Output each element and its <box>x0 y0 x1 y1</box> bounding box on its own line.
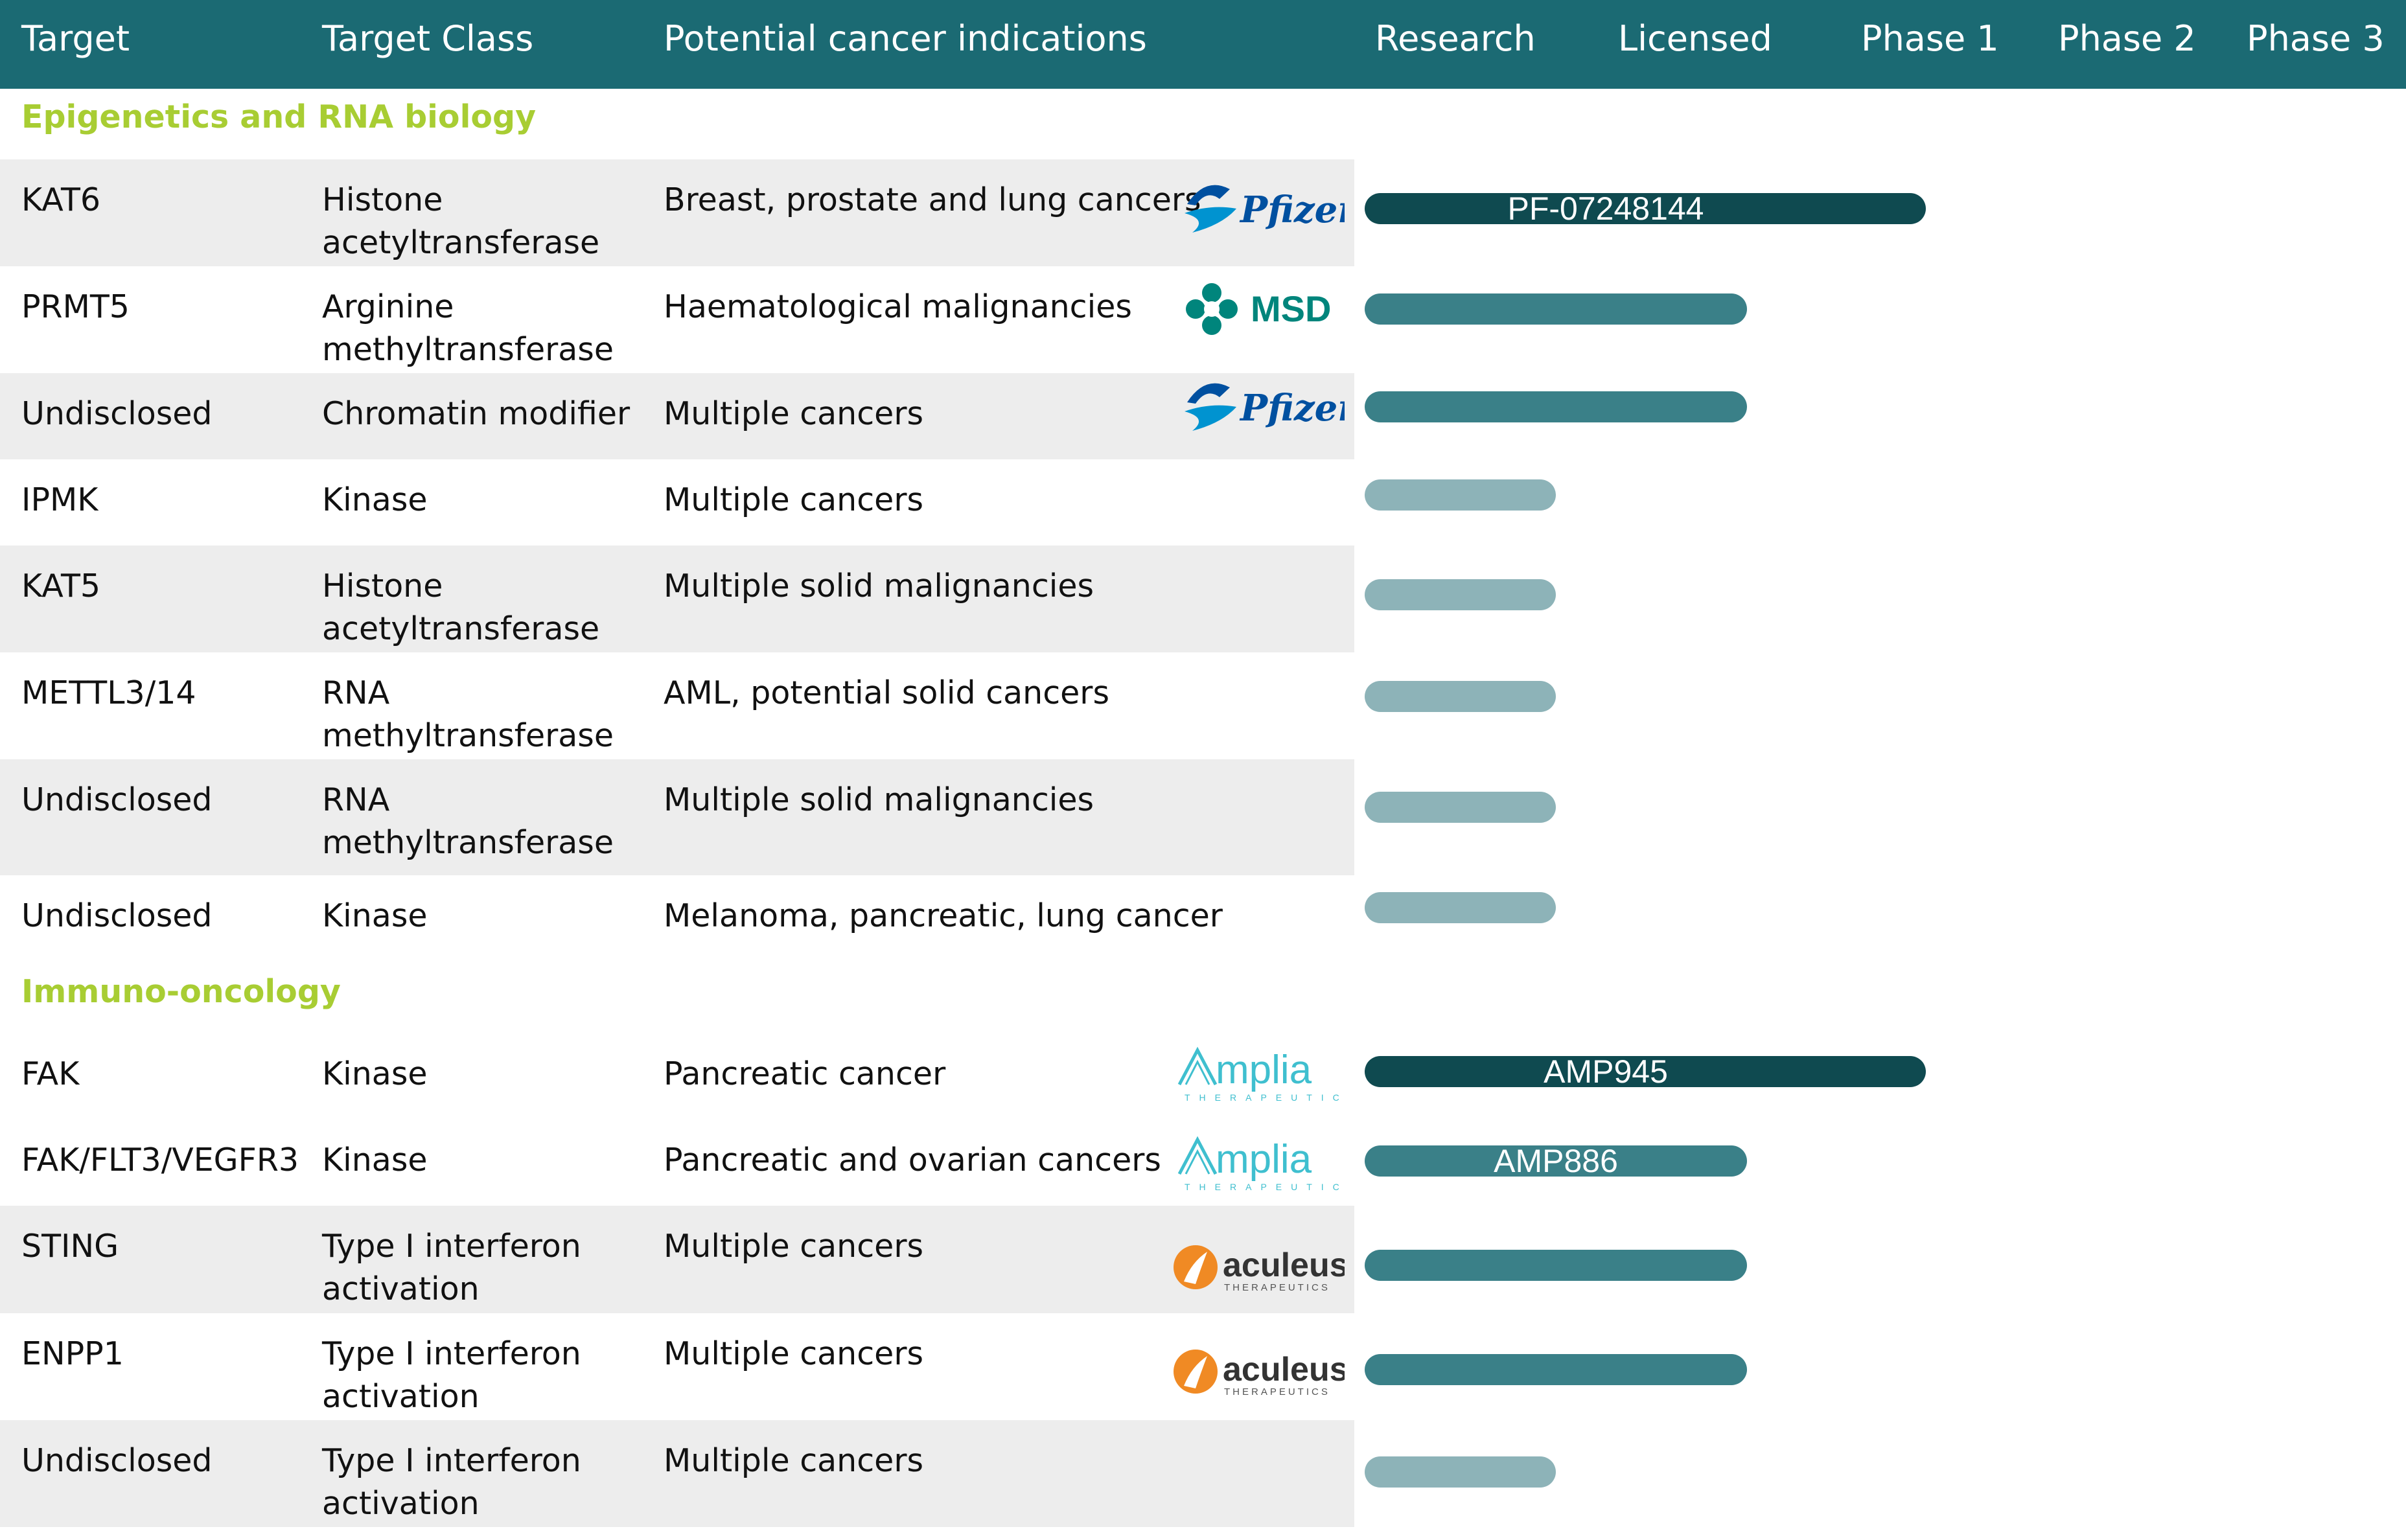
cell-target-class: Type I interferon <box>322 1442 581 1479</box>
cell-target: IPMK <box>21 481 98 518</box>
table-header: Target Target Class Potential cancer ind… <box>0 0 2406 89</box>
cell-target: FAK <box>21 1055 80 1092</box>
table-row-background <box>0 373 1354 459</box>
cell-target: KAT6 <box>21 181 101 218</box>
header-phase-2: Phase 2 <box>2058 18 2196 59</box>
pipeline-bar <box>1365 892 1556 923</box>
table-row-background <box>0 1420 1354 1527</box>
msd-logo: MSD <box>1179 273 1345 345</box>
bar-drug-label: AMP945 <box>1544 1056 1668 1087</box>
ampla-logo: mplia THERAPEUTICS <box>1173 1036 1345 1107</box>
cell-indication: Multiple cancers <box>664 395 923 432</box>
cell-target-class: acetyltransferase <box>322 610 600 647</box>
header-target-class: Target Class <box>322 18 534 59</box>
header-phase-3: Phase 3 <box>2247 18 2385 59</box>
cell-indication: Multiple solid malignancies <box>664 781 1094 818</box>
svg-text:MSD: MSD <box>1251 288 1331 329</box>
cell-target-class: activation <box>322 1485 480 1522</box>
cell-target-class: Type I interferon <box>322 1335 581 1372</box>
pipeline-bar <box>1365 391 1747 422</box>
cell-indication: Pancreatic cancer <box>664 1055 946 1092</box>
header-research: Research <box>1375 18 1536 59</box>
pfizer-logo: Pfizer <box>1179 173 1345 244</box>
bar-drug-label: PF-07248144 <box>1507 193 1704 224</box>
cell-indication: Multiple cancers <box>664 1442 923 1479</box>
section-title-immuno-oncology: Immuno-oncology <box>21 973 341 1010</box>
svg-text:mplia: mplia <box>1216 1137 1312 1182</box>
cell-target: Undisclosed <box>21 395 213 432</box>
cell-target-class: Type I interferon <box>322 1228 581 1265</box>
cell-target: ENPP1 <box>21 1335 124 1372</box>
svg-text:aculeus: aculeus <box>1223 1351 1345 1388</box>
cell-target-class: activation <box>322 1270 480 1307</box>
cell-indication: Multiple cancers <box>664 481 923 518</box>
pipeline-bar: AMP886 <box>1365 1145 1747 1177</box>
ampla-logo: mplia THERAPEUTICS <box>1173 1125 1345 1197</box>
cell-target: KAT5 <box>21 568 101 604</box>
svg-text:THERAPEUTICS: THERAPEUTICS <box>1185 1182 1345 1192</box>
cell-indication: Multiple cancers <box>664 1335 923 1372</box>
cell-target-class: RNA <box>322 781 390 818</box>
pipeline-bar <box>1365 293 1747 325</box>
svg-text:THERAPEUTICS: THERAPEUTICS <box>1224 1282 1330 1293</box>
aculeus-logo: aculeus THERAPEUTICS <box>1170 1334 1345 1405</box>
cell-target: Undisclosed <box>21 1442 213 1479</box>
pipeline-bar <box>1365 579 1556 610</box>
pipeline-bar: PF-07248144 <box>1365 193 1926 224</box>
cell-target: FAK/FLT3/VEGFR3 <box>21 1142 299 1178</box>
pipeline-bar <box>1365 1250 1747 1281</box>
cell-target-class: Chromatin modifier <box>322 395 630 432</box>
table-row-background <box>0 759 1354 875</box>
cell-target-class: methyltransferase <box>322 717 614 754</box>
cell-target-class: activation <box>322 1378 480 1415</box>
cell-indication: Breast, prostate and lung cancers <box>664 181 1201 218</box>
cell-indication: Pancreatic and ovarian cancers <box>664 1142 1161 1178</box>
svg-text:aculeus: aculeus <box>1223 1247 1345 1284</box>
cell-target-class: acetyltransferase <box>322 224 600 261</box>
table-row-background <box>0 546 1354 652</box>
cell-indication: Haematological malignancies <box>664 288 1132 325</box>
cell-target-class: methyltransferase <box>322 824 614 861</box>
cell-target: Undisclosed <box>21 781 213 818</box>
pipeline-bar <box>1365 792 1556 823</box>
cell-target-class: RNA <box>322 674 390 711</box>
cell-target-class: methyltransferase <box>322 331 614 368</box>
table-row-background <box>0 159 1354 266</box>
cell-indication: Multiple solid malignancies <box>664 568 1094 604</box>
header-indications: Potential cancer indications <box>664 18 1147 59</box>
cell-target: PRMT5 <box>21 288 130 325</box>
cell-target: Undisclosed <box>21 897 213 934</box>
cell-target-class: Histone <box>322 568 443 604</box>
pipeline-bar <box>1365 681 1556 712</box>
cell-target-class: Kinase <box>322 897 428 934</box>
section-title-epigenetics: Epigenetics and RNA biology <box>21 98 537 135</box>
cell-target: METTL3/14 <box>21 674 196 711</box>
pipeline-bar <box>1365 1354 1747 1385</box>
pfizer-logo: Pfizer <box>1179 371 1345 442</box>
pipeline-bar: AMP945 <box>1365 1056 1926 1087</box>
cell-target-class: Kinase <box>322 1142 428 1178</box>
svg-text:Pfizer: Pfizer <box>1239 189 1345 231</box>
cell-indication: AML, potential solid cancers <box>664 674 1109 711</box>
cell-indication: Multiple cancers <box>664 1228 923 1265</box>
svg-text:THERAPEUTICS: THERAPEUTICS <box>1185 1092 1345 1103</box>
pipeline-bar <box>1365 479 1556 511</box>
cell-target: STING <box>21 1228 119 1265</box>
cell-target-class: Histone <box>322 181 443 218</box>
cell-target-class: Arginine <box>322 288 454 325</box>
svg-text:mplia: mplia <box>1216 1048 1312 1092</box>
header-licensed: Licensed <box>1618 18 1772 59</box>
bar-drug-label: AMP886 <box>1494 1145 1618 1177</box>
aculeus-logo: aculeus THERAPEUTICS <box>1170 1230 1345 1301</box>
svg-text:THERAPEUTICS: THERAPEUTICS <box>1224 1386 1330 1397</box>
header-phase-1: Phase 1 <box>1861 18 1999 59</box>
table-row-background <box>0 1206 1354 1313</box>
pipeline-bar <box>1365 1456 1556 1488</box>
cell-target-class: Kinase <box>322 1055 428 1092</box>
cell-target-class: Kinase <box>322 481 428 518</box>
cell-indication: Melanoma, pancreatic, lung cancer <box>664 897 1223 934</box>
header-target: Target <box>21 18 130 59</box>
svg-text:Pfizer: Pfizer <box>1239 387 1345 430</box>
